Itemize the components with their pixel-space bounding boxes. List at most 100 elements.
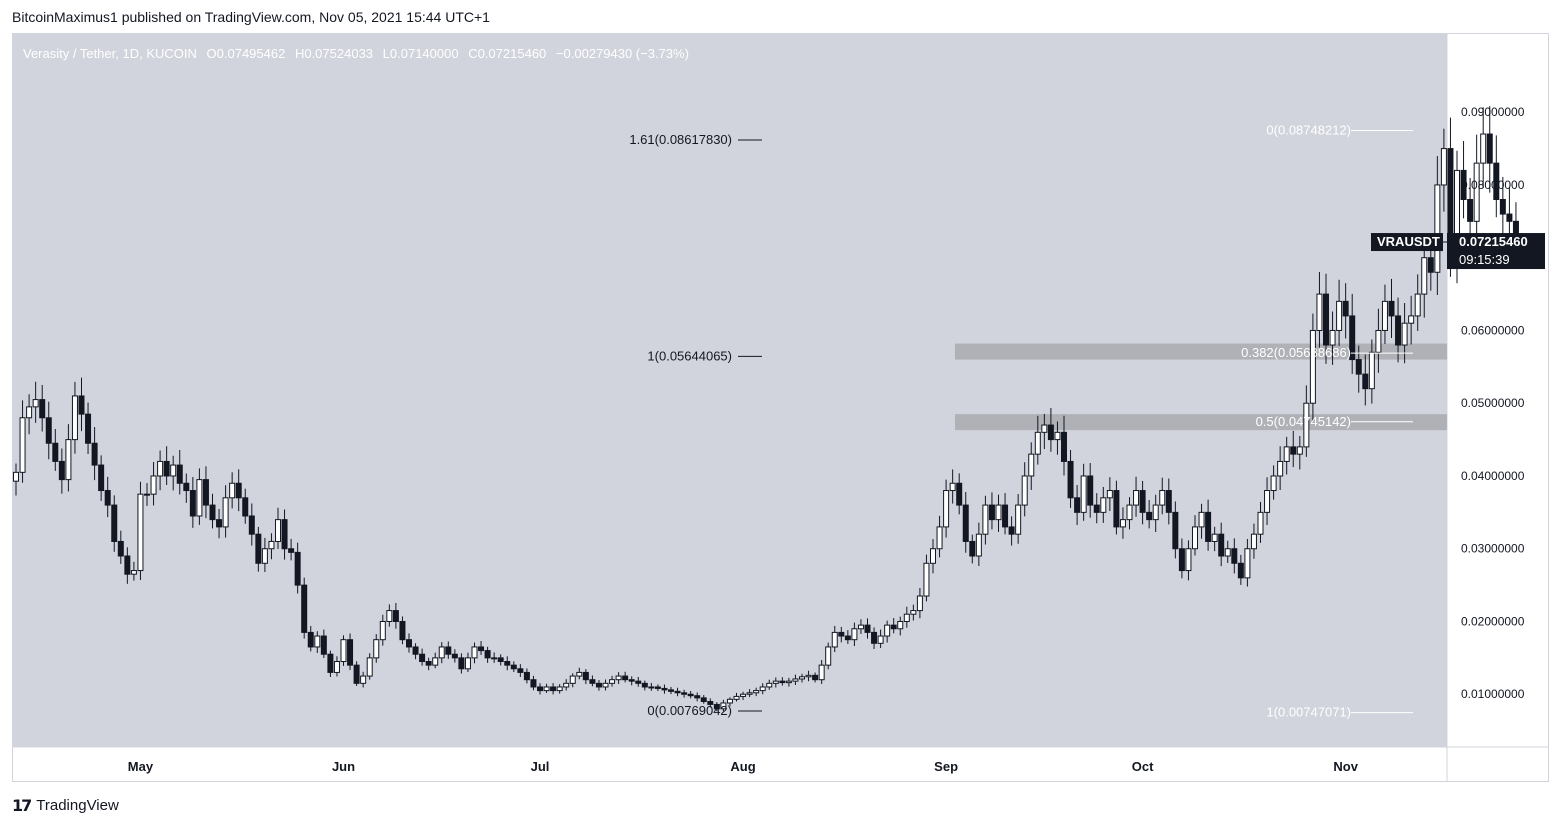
candle[interactable] [589,675,596,687]
candle[interactable] [327,650,334,677]
candle[interactable] [1159,477,1166,515]
candle[interactable] [248,503,255,546]
candle[interactable] [635,676,642,687]
candle[interactable] [530,675,537,691]
candle[interactable] [1375,308,1382,373]
candle[interactable] [176,449,183,495]
candle[interactable] [766,679,773,690]
candle[interactable] [1408,295,1415,345]
candle[interactable] [510,661,517,673]
candle[interactable] [1336,279,1343,346]
candle[interactable] [661,684,668,694]
candle[interactable] [1008,516,1015,546]
candle[interactable] [956,473,963,515]
candle[interactable] [962,492,969,553]
candle[interactable] [464,652,471,673]
candle[interactable] [1323,273,1329,364]
candle[interactable] [543,683,550,693]
candle[interactable] [170,455,177,491]
candle[interactable] [196,468,203,525]
candle[interactable] [1473,134,1480,245]
candle[interactable] [1231,538,1238,574]
candle[interactable] [39,384,46,432]
candle[interactable] [687,690,694,699]
candle[interactable] [478,641,485,655]
candle[interactable] [1205,499,1212,551]
candle[interactable] [654,684,661,692]
candle[interactable] [26,394,33,435]
candle[interactable] [1440,128,1447,212]
candle[interactable] [19,400,26,483]
candle[interactable] [504,656,511,671]
candle[interactable] [537,683,543,695]
candle[interactable] [1296,436,1303,470]
candle[interactable] [694,692,701,702]
candle[interactable] [491,652,498,663]
candle[interactable] [733,692,740,702]
candle[interactable] [563,679,570,691]
candle[interactable] [641,680,648,691]
chart-frame[interactable]: 1.61(0.08617830) 1(0.05644065) 0(0.0076904… [12,33,1549,782]
time-axis[interactable] [13,747,1447,781]
candle[interactable] [1460,141,1467,219]
candle[interactable] [1047,407,1054,452]
candle[interactable] [353,661,360,686]
candle[interactable] [740,691,747,700]
candle[interactable] [812,672,819,683]
candle[interactable] [1015,494,1022,544]
candle[interactable] [844,630,851,644]
candle[interactable] [104,476,111,518]
candle[interactable] [995,494,1002,532]
candle[interactable] [602,679,609,691]
candle[interactable] [818,660,825,684]
candle[interactable] [615,672,622,685]
candle[interactable] [897,616,904,636]
candle[interactable] [1185,540,1192,581]
candle[interactable] [831,625,838,653]
candle[interactable] [294,542,301,594]
candle[interactable] [150,461,157,506]
candle[interactable] [825,642,832,670]
candle[interactable] [1224,540,1231,564]
candle[interactable] [576,667,583,680]
candle[interactable] [1119,507,1126,539]
candle[interactable] [281,509,288,560]
candle[interactable] [930,539,936,574]
candle[interactable] [130,561,137,581]
candle[interactable] [242,488,249,524]
candle[interactable] [451,649,458,663]
candle[interactable] [1106,477,1113,511]
candle[interactable] [1381,284,1388,344]
candle[interactable] [792,674,799,685]
candle[interactable] [13,463,19,496]
candle[interactable] [471,642,478,664]
candle[interactable] [261,537,268,573]
candle[interactable] [1303,385,1310,457]
candle[interactable] [1329,311,1336,365]
candle[interactable] [216,508,223,539]
candle[interactable] [1198,503,1205,539]
candle[interactable] [648,682,655,691]
candle[interactable] [399,616,406,645]
candle[interactable] [432,652,439,669]
candle[interactable] [609,675,616,687]
candle[interactable] [301,577,308,639]
candle[interactable] [759,683,766,695]
candle[interactable] [78,377,85,432]
candle[interactable] [982,495,989,545]
candle[interactable] [1041,413,1048,450]
candle[interactable] [222,485,229,538]
candle[interactable] [255,526,262,572]
candle[interactable] [628,676,635,686]
candle[interactable] [1250,523,1257,559]
candle[interactable] [333,656,340,677]
candle[interactable] [202,466,209,519]
candle[interactable] [406,633,412,653]
candle[interactable] [137,481,144,581]
candle[interactable] [700,695,707,704]
candle[interactable] [674,687,681,697]
candle[interactable] [1349,293,1356,374]
candle[interactable] [668,687,674,695]
candle[interactable] [419,648,426,666]
candle[interactable] [347,633,354,671]
